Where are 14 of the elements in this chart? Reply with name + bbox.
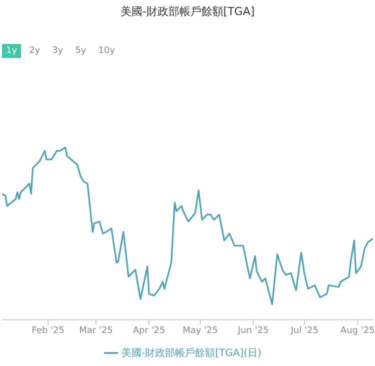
text: 5y (74, 45, 88, 58)
x-tick-label: Aug '25 (340, 326, 375, 336)
x-tick-label: Apr '25 (132, 326, 166, 336)
x-tick-label: Feb '25 (32, 326, 65, 336)
x-tick-label: Jul '25 (290, 326, 318, 336)
text: 3y (51, 45, 64, 58)
text: 10y (97, 45, 116, 58)
x-tick-label: May '25 (182, 326, 218, 336)
legend-label: 美國-財政部帳戶餘額[TGA](日) (122, 348, 262, 359)
text: 1y (2, 44, 22, 58)
chart-title: 美國-財政部帳戶餘額[TGA] (119, 4, 256, 20)
text: 2y (28, 45, 42, 58)
x-tick-label: Mar '25 (79, 326, 113, 336)
x-tick-label: Jun '25 (236, 326, 269, 336)
